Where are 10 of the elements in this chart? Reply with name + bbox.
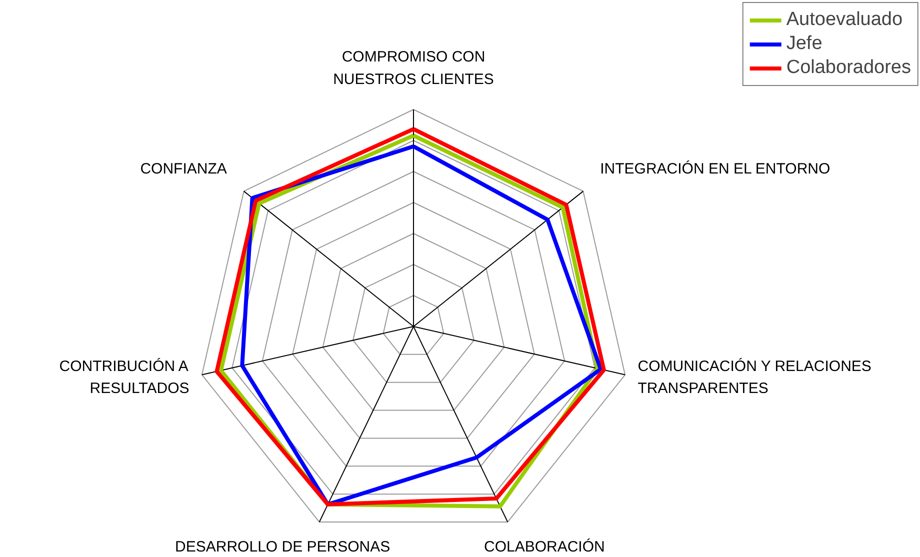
spoke-label: CONFIANZA [140, 160, 227, 178]
spoke-label: CONTRIBUCIÓN A RESULTADOS [59, 357, 190, 398]
spoke-label: INTEGRACIÓN EN EL ENTORNO [600, 160, 830, 178]
legend-label: Jefe [786, 33, 822, 55]
spoke-label: COMUNICACIÓN Y RELACIONES TRANSPARENTES [638, 357, 872, 398]
spoke-label: DESARROLLO DE PERSONAS [175, 538, 390, 556]
legend-label: Autoevaluado [786, 9, 903, 31]
spoke-label: COLABORACIÓN [484, 537, 605, 556]
spoke-label: COMPROMISO CON NUESTROS CLIENTES [333, 48, 494, 88]
legend-label: Colaboradores [786, 57, 911, 79]
